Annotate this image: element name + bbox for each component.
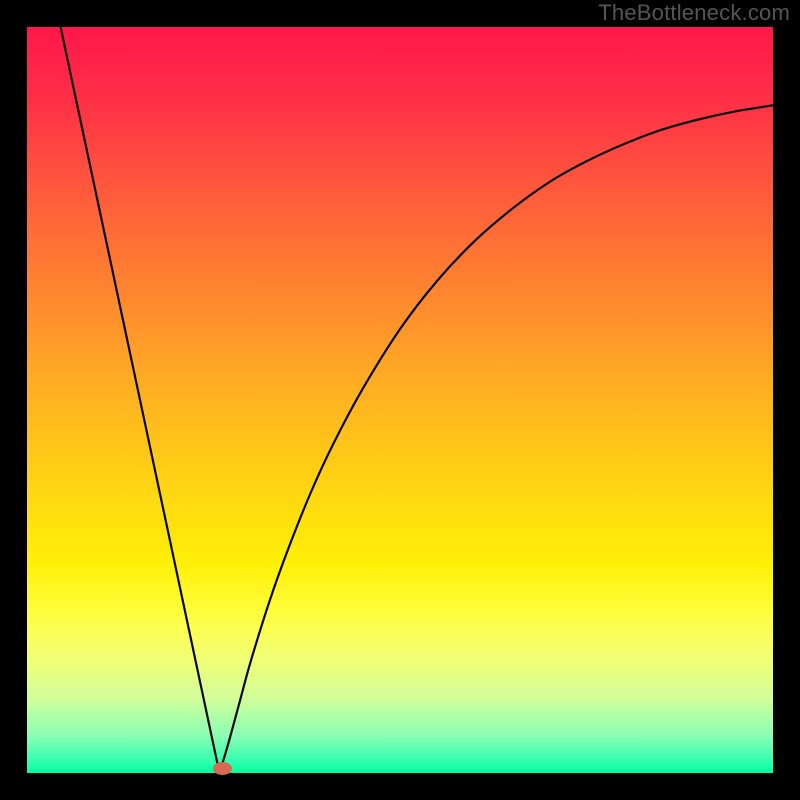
chart-stage: TheBottleneck.com bbox=[0, 0, 800, 800]
watermark: TheBottleneck.com bbox=[598, 0, 790, 26]
chart-svg bbox=[0, 0, 800, 800]
optimal-point-marker bbox=[213, 763, 231, 775]
